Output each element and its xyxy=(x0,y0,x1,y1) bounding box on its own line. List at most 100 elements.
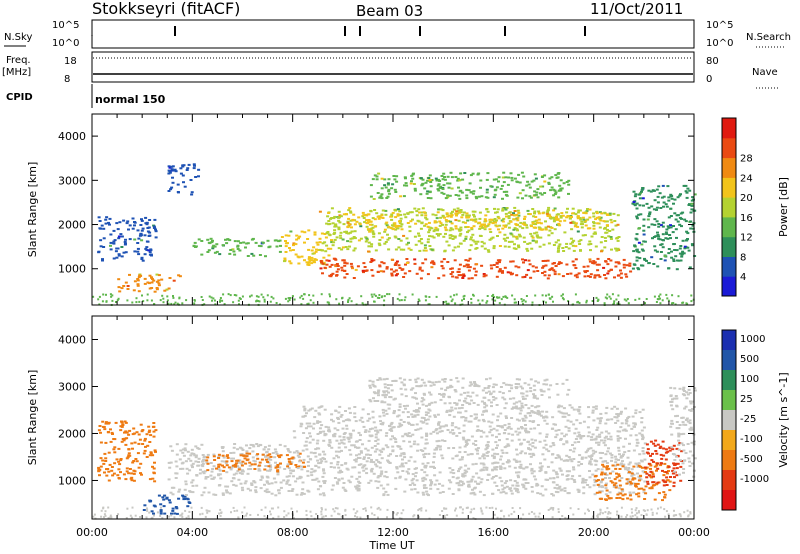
range-cell xyxy=(673,459,677,461)
clutter-cell xyxy=(245,512,248,515)
range-cell xyxy=(458,411,462,414)
range-cell xyxy=(529,387,533,390)
range-cell xyxy=(413,187,417,190)
range-cell xyxy=(153,218,157,221)
range-cell xyxy=(194,456,198,459)
range-cell xyxy=(425,433,429,436)
range-cell xyxy=(258,254,262,256)
range-cell xyxy=(608,472,612,475)
range-cell xyxy=(497,433,501,436)
range-cell xyxy=(468,249,472,252)
range-cell xyxy=(450,385,454,388)
range-cell xyxy=(664,458,668,461)
range-cell xyxy=(547,183,551,185)
range-cell xyxy=(469,191,473,194)
range-cell xyxy=(409,220,413,223)
range-cell xyxy=(481,462,485,465)
range-cell xyxy=(402,405,406,407)
range-cell xyxy=(610,418,614,421)
range-cell xyxy=(468,384,472,387)
range-cell xyxy=(577,464,581,467)
range-cell xyxy=(408,440,412,443)
range-cell xyxy=(503,482,507,485)
range-cell xyxy=(594,245,598,248)
range-cell xyxy=(606,228,609,231)
range-cell xyxy=(530,469,534,472)
range-cell xyxy=(598,422,602,425)
clutter-cell xyxy=(172,296,175,299)
range-cell xyxy=(385,476,389,479)
range-cell xyxy=(424,214,428,217)
range-cell xyxy=(687,457,691,460)
range-cell xyxy=(577,209,581,212)
range-cell xyxy=(395,467,399,470)
range-cell xyxy=(529,390,533,393)
range-cell xyxy=(393,224,397,227)
range-cell xyxy=(339,415,343,418)
clutter-cell xyxy=(204,515,207,518)
range-cell xyxy=(117,447,121,450)
range-cell xyxy=(330,273,333,276)
range-cell xyxy=(445,212,449,215)
range-cell xyxy=(597,441,601,444)
range-cell xyxy=(499,491,503,494)
range-cell xyxy=(285,482,289,485)
clutter-cell xyxy=(116,299,119,302)
range-cell xyxy=(589,249,592,252)
range-cell xyxy=(98,220,102,222)
range-cell xyxy=(122,251,126,254)
range-cell xyxy=(250,484,254,486)
range-cell xyxy=(154,429,158,432)
range-cell xyxy=(662,454,666,457)
range-cell xyxy=(526,482,530,484)
range-cell xyxy=(475,394,479,397)
range-cell xyxy=(310,262,314,265)
range-cell xyxy=(117,278,121,281)
range-cell xyxy=(340,414,344,416)
range-cell xyxy=(437,422,440,425)
range-cell xyxy=(459,209,463,211)
range-cell xyxy=(569,242,573,245)
range-cell xyxy=(675,249,679,252)
range-cell xyxy=(676,196,680,199)
range-cell xyxy=(383,184,387,187)
range-cell xyxy=(471,239,475,242)
range-cell xyxy=(531,445,535,448)
range-cell xyxy=(391,449,395,452)
range-cell xyxy=(530,486,534,488)
range-cell xyxy=(299,425,303,428)
clutter-cell xyxy=(644,302,646,305)
range-cell xyxy=(544,226,548,229)
range-cell xyxy=(614,486,618,489)
range-cell xyxy=(163,494,167,497)
range-cell xyxy=(601,486,604,489)
range-cell xyxy=(221,493,225,496)
range-cell xyxy=(362,458,366,460)
range-cell xyxy=(624,419,628,422)
range-cell xyxy=(520,450,524,453)
range-cell xyxy=(444,232,447,235)
range-cell xyxy=(578,243,582,245)
range-cell xyxy=(425,474,429,477)
range-cell xyxy=(515,237,519,240)
range-cell xyxy=(112,448,116,451)
range-cell xyxy=(191,484,195,487)
range-cell xyxy=(504,239,508,242)
range-cell xyxy=(625,478,629,481)
range-cell xyxy=(383,401,387,404)
clutter-cell xyxy=(690,300,693,303)
range-cell xyxy=(399,217,403,220)
ytick-label: 4000 xyxy=(58,130,86,143)
range-cell xyxy=(333,427,337,430)
range-cell xyxy=(655,208,658,211)
range-cell xyxy=(544,228,548,231)
range-cell xyxy=(346,248,350,251)
range-cell xyxy=(137,276,141,279)
range-cell xyxy=(682,432,686,435)
range-cell xyxy=(640,433,644,436)
range-cell xyxy=(457,194,461,197)
range-cell xyxy=(348,449,352,452)
range-cell xyxy=(201,462,205,465)
range-cell xyxy=(604,498,607,501)
range-cell xyxy=(475,263,479,266)
